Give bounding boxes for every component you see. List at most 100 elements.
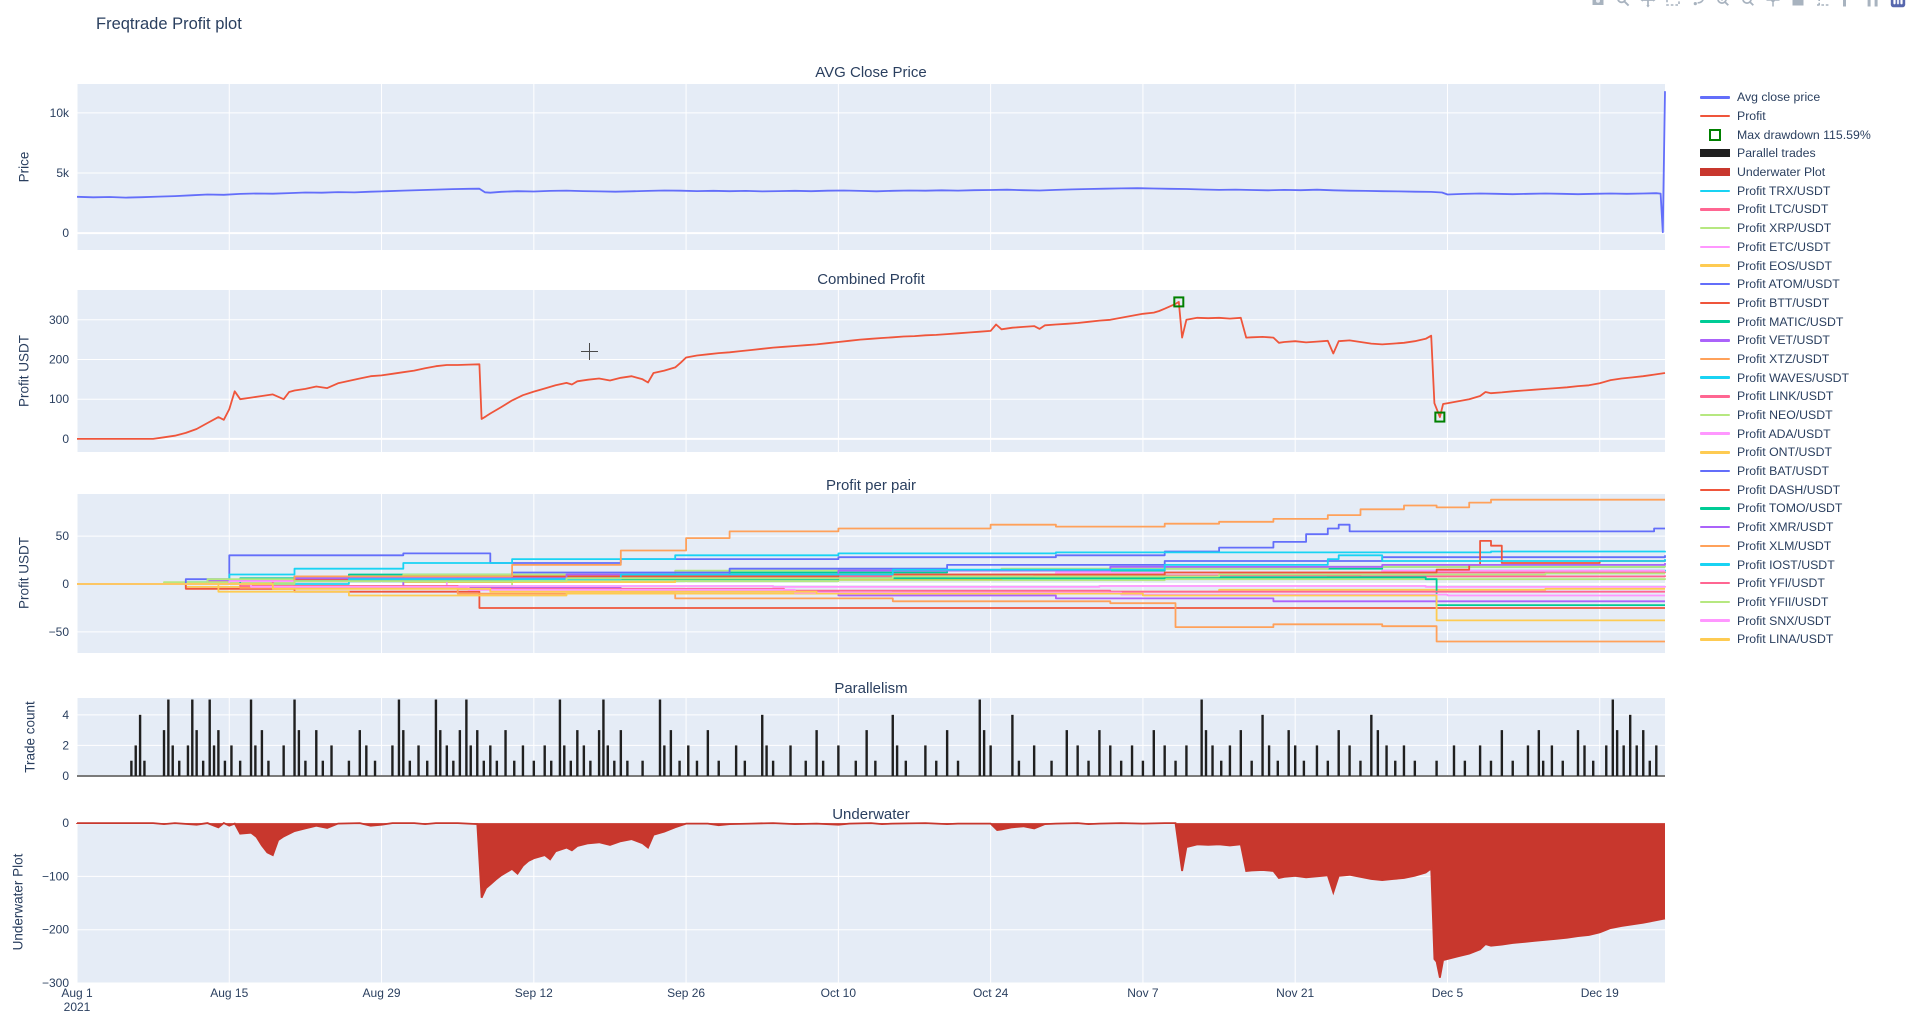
legend-swatch-icon bbox=[1698, 339, 1732, 342]
legend-item-profit-snx-usdt[interactable]: Profit SNX/USDT bbox=[1698, 611, 1871, 630]
x-axis-tick: Sep 26 bbox=[667, 986, 706, 1000]
legend-item-profit-ont-usdt[interactable]: Profit ONT/USDT bbox=[1698, 443, 1871, 462]
svg-text:0: 0 bbox=[62, 816, 69, 830]
legend-item-label: Profit BAT/USDT bbox=[1737, 464, 1830, 479]
legend-item-profit[interactable]: Profit bbox=[1698, 107, 1871, 126]
legend-item-profit-yfii-usdt[interactable]: Profit YFII/USDT bbox=[1698, 593, 1871, 612]
legend-item-max-drawdown-115-59-[interactable]: Max drawdown 115.59% bbox=[1698, 125, 1871, 144]
legend-item-label: Profit LTC/USDT bbox=[1737, 202, 1829, 217]
subplot-title-underwater: Underwater bbox=[832, 806, 910, 823]
legend-swatch-icon bbox=[1698, 469, 1732, 473]
legend-item-profit-tomo-usdt[interactable]: Profit TOMO/USDT bbox=[1698, 499, 1871, 518]
legend-item-label: Profit LINA/USDT bbox=[1737, 632, 1834, 647]
autoscale-icon[interactable] bbox=[1765, 0, 1781, 8]
zoom-in-icon[interactable] bbox=[1715, 0, 1731, 8]
legend-item-profit-trx-usdt[interactable]: Profit TRX/USDT bbox=[1698, 181, 1871, 200]
legend-swatch-icon bbox=[1698, 357, 1732, 361]
toggle-spikelines-icon[interactable] bbox=[1815, 0, 1831, 8]
x-axis-tick: Nov 21 bbox=[1276, 986, 1315, 1000]
legend-item-profit-xrp-usdt[interactable]: Profit XRP/USDT bbox=[1698, 219, 1871, 238]
legend-item-label: Profit TOMO/USDT bbox=[1737, 501, 1843, 516]
legend-swatch-icon bbox=[1698, 264, 1732, 267]
legend-swatch-icon bbox=[1698, 208, 1732, 211]
legend-swatch-icon bbox=[1698, 245, 1732, 249]
legend-item-profit-dash-usdt[interactable]: Profit DASH/USDT bbox=[1698, 480, 1871, 499]
legend-item-profit-lina-usdt[interactable]: Profit LINA/USDT bbox=[1698, 630, 1871, 649]
legend-swatch-icon bbox=[1698, 488, 1732, 492]
legend-item-profit-ada-usdt[interactable]: Profit ADA/USDT bbox=[1698, 424, 1871, 443]
legend-item-label: Profit WAVES/USDT bbox=[1737, 370, 1850, 385]
legend-item-profit-iost-usdt[interactable]: Profit IOST/USDT bbox=[1698, 555, 1871, 574]
legend-item-avg-close-price[interactable]: Avg close price bbox=[1698, 88, 1871, 107]
svg-text:10k: 10k bbox=[50, 106, 70, 120]
reset-axes-icon[interactable] bbox=[1790, 0, 1806, 8]
plotly-modebar[interactable] bbox=[1590, 0, 1906, 9]
subplot-title-avg-close-price: AVG Close Price bbox=[815, 64, 927, 81]
avg-close-price-plot[interactable]: 0 5k 10k bbox=[0, 74, 1700, 260]
legend-swatch-icon bbox=[1698, 149, 1732, 158]
legend-item-profit-etc-usdt[interactable]: Profit ETC/USDT bbox=[1698, 238, 1871, 257]
legend-item-profit-matic-usdt[interactable]: Profit MATIC/USDT bbox=[1698, 312, 1871, 331]
box-select-icon[interactable] bbox=[1665, 0, 1681, 8]
svg-text:2: 2 bbox=[62, 738, 69, 752]
zoom-icon[interactable] bbox=[1615, 0, 1631, 8]
legend-swatch-icon bbox=[1698, 581, 1732, 585]
legend-item-profit-waves-usdt[interactable]: Profit WAVES/USDT bbox=[1698, 368, 1871, 387]
legend-item-profit-bat-usdt[interactable]: Profit BAT/USDT bbox=[1698, 462, 1871, 481]
legend-swatch-icon bbox=[1698, 563, 1732, 566]
hover-closest-icon[interactable] bbox=[1840, 0, 1856, 8]
legend-item-profit-neo-usdt[interactable]: Profit NEO/USDT bbox=[1698, 406, 1871, 425]
svg-text:50: 50 bbox=[56, 529, 70, 543]
legend-swatch-icon bbox=[1698, 395, 1732, 398]
x-axis-tick: Oct 24 bbox=[972, 986, 1009, 1000]
pan-icon[interactable] bbox=[1640, 0, 1656, 8]
legend-item-label: Profit DASH/USDT bbox=[1737, 482, 1841, 497]
legend-item-profit-eos-usdt[interactable]: Profit EOS/USDT bbox=[1698, 256, 1871, 275]
legend-item-profit-link-usdt[interactable]: Profit LINK/USDT bbox=[1698, 387, 1871, 406]
legend-item-label: Profit SNX/USDT bbox=[1737, 613, 1832, 628]
legend-swatch-icon bbox=[1698, 226, 1732, 230]
svg-text:0: 0 bbox=[62, 226, 69, 240]
legend-item-profit-xmr-usdt[interactable]: Profit XMR/USDT bbox=[1698, 518, 1871, 537]
legend-item-label: Profit XTZ/USDT bbox=[1737, 351, 1830, 366]
legend-swatch-icon bbox=[1698, 376, 1732, 379]
x-axis-tick: Dec 5 bbox=[1431, 986, 1464, 1000]
legend-swatch-icon bbox=[1698, 413, 1732, 417]
legend-item-profit-xtz-usdt[interactable]: Profit XTZ/USDT bbox=[1698, 350, 1871, 369]
legend-item-label: Profit ETC/USDT bbox=[1737, 239, 1831, 254]
svg-text:−200: −200 bbox=[42, 923, 69, 937]
legend-swatch-icon bbox=[1698, 544, 1732, 548]
legend-swatch-icon bbox=[1698, 168, 1732, 177]
parallelism-plot[interactable]: 0 2 4 bbox=[0, 688, 1700, 786]
x-axis-tick: Aug 1 2021 bbox=[61, 986, 93, 1014]
legend-item-parallel-trades[interactable]: Parallel trades bbox=[1698, 144, 1871, 163]
profit-per-pair-plot[interactable]: 50 0 −50 bbox=[0, 484, 1700, 663]
legend-item-label: Profit YFI/USDT bbox=[1737, 576, 1825, 591]
plotly-logo-icon[interactable] bbox=[1890, 0, 1906, 8]
legend-item-label: Profit bbox=[1737, 109, 1766, 124]
legend-item-profit-atom-usdt[interactable]: Profit ATOM/USDT bbox=[1698, 275, 1871, 294]
legend-item-profit-vet-usdt[interactable]: Profit VET/USDT bbox=[1698, 331, 1871, 350]
legend-item-profit-btt-usdt[interactable]: Profit BTT/USDT bbox=[1698, 294, 1871, 313]
legend-item-profit-ltc-usdt[interactable]: Profit LTC/USDT bbox=[1698, 200, 1871, 219]
legend-item-label: Profit XLM/USDT bbox=[1737, 538, 1832, 553]
x-axis-tick: Aug 15 bbox=[210, 986, 249, 1000]
svg-text:0: 0 bbox=[62, 769, 69, 783]
zoom-out-icon[interactable] bbox=[1740, 0, 1756, 8]
svg-text:−300: −300 bbox=[42, 976, 69, 990]
legend-item-label: Underwater Plot bbox=[1737, 165, 1826, 180]
page-title: Freqtrade Profit plot bbox=[96, 15, 242, 33]
legend-item-label: Max drawdown 115.59% bbox=[1737, 127, 1871, 142]
legend-swatch-icon bbox=[1698, 451, 1732, 454]
svg-text:4: 4 bbox=[62, 708, 69, 722]
legend-item-underwater-plot[interactable]: Underwater Plot bbox=[1698, 163, 1871, 182]
legend-item-profit-yfi-usdt[interactable]: Profit YFI/USDT bbox=[1698, 574, 1871, 593]
combined-profit-plot[interactable]: 0 100 200 300 bbox=[0, 280, 1700, 462]
hover-compare-icon[interactable] bbox=[1865, 0, 1881, 8]
download-plot-icon[interactable] bbox=[1590, 0, 1606, 8]
legend-item-profit-xlm-usdt[interactable]: Profit XLM/USDT bbox=[1698, 537, 1871, 556]
lasso-select-icon[interactable] bbox=[1690, 0, 1706, 8]
legend-swatch-icon bbox=[1698, 189, 1732, 193]
underwater-plot[interactable]: 0 −100 −200 −300 bbox=[0, 812, 1700, 993]
